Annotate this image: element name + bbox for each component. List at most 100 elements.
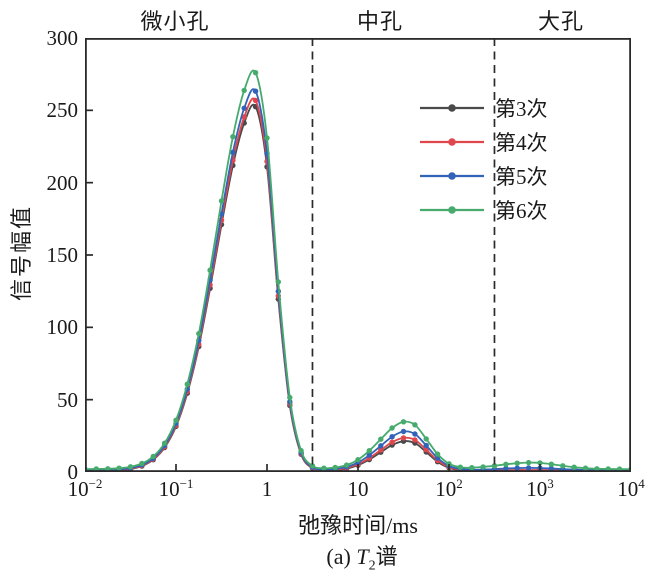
series-marker — [389, 439, 395, 445]
series-marker — [366, 452, 372, 458]
legend-label: 第3次 — [495, 97, 548, 121]
legend-label: 第4次 — [495, 131, 548, 155]
series-marker — [207, 267, 213, 273]
series-marker — [548, 461, 554, 467]
series-marker — [400, 435, 407, 441]
series-marker — [378, 443, 384, 449]
series-marker — [491, 463, 498, 469]
series-line-2 — [85, 88, 631, 472]
x-tick-label: 102 — [435, 476, 463, 501]
series-marker — [503, 465, 509, 472]
series-marker — [343, 462, 350, 468]
t2-spectrum-chart — [85, 38, 631, 472]
region-label-mesopore: 中孔 — [356, 9, 403, 34]
series-marker — [264, 135, 270, 141]
series-marker — [525, 465, 532, 471]
series-marker — [434, 451, 441, 457]
legend-line-marker-icon — [420, 206, 484, 214]
series-marker — [161, 440, 168, 446]
series-marker — [230, 134, 236, 140]
x-tick-label: 103 — [526, 476, 554, 501]
plot-area: 第3次 第4次 第5次 第6 — [85, 38, 631, 472]
series-marker — [116, 465, 122, 471]
plot-frame-border — [85, 38, 631, 472]
series-marker — [412, 422, 418, 428]
series-marker — [423, 447, 429, 453]
legend-line-marker-icon — [420, 138, 484, 146]
series-marker — [480, 464, 486, 470]
series-marker — [537, 460, 543, 466]
series-marker — [446, 461, 452, 467]
series-marker — [366, 448, 372, 454]
series-marker — [139, 460, 145, 467]
series-marker — [560, 463, 566, 469]
y-tick-label: 300 — [46, 26, 79, 50]
series-marker — [127, 464, 134, 470]
x-tick-label: 10 — [347, 477, 369, 501]
legend-label: 第6次 — [495, 199, 548, 223]
series-marker — [298, 447, 304, 454]
x-tick-label: 10−2 — [67, 476, 103, 501]
series-marker — [412, 437, 418, 443]
series-marker — [378, 436, 384, 442]
series-marker — [548, 465, 554, 472]
series-marker — [150, 453, 156, 460]
y-tick-label: 0 — [67, 460, 79, 484]
series-marker — [423, 436, 429, 442]
figure-caption: (a) T2谱 — [326, 544, 398, 573]
series-marker — [105, 466, 111, 472]
series-marker — [400, 419, 407, 425]
series-marker — [241, 87, 247, 94]
series-marker — [252, 88, 259, 94]
series-marker — [241, 114, 247, 120]
series-marker — [252, 97, 259, 104]
series-marker — [309, 463, 316, 469]
series-marker — [196, 330, 202, 337]
series-marker — [389, 425, 395, 431]
series-marker — [400, 428, 407, 435]
series-line-1 — [85, 97, 631, 472]
legend: 第3次 第4次 第5次 第6 — [419, 91, 548, 227]
series-marker — [514, 460, 520, 466]
legend-item: 第3次 — [419, 91, 548, 125]
legend-item: 第4次 — [419, 125, 548, 159]
y-tick-label: 250 — [46, 98, 79, 122]
series-marker — [571, 464, 577, 470]
series-marker — [218, 198, 225, 204]
series-marker — [173, 417, 179, 423]
series-marker — [275, 279, 281, 285]
series-marker — [355, 457, 361, 463]
legend-label: 第5次 — [495, 165, 548, 189]
y-tick-label: 50 — [57, 388, 78, 412]
series-line-3 — [85, 69, 631, 471]
series-marker — [503, 461, 509, 467]
legend-line-marker-icon — [420, 104, 484, 112]
series-marker — [594, 466, 600, 472]
legend-line-marker-icon — [420, 172, 484, 180]
region-label-macropore: 大孔 — [537, 9, 584, 34]
x-axis-title: 弛豫时间/ms — [298, 513, 418, 538]
x-tick-label: 104 — [617, 476, 645, 501]
series-marker — [252, 70, 259, 76]
x-tick-label: 1 — [261, 477, 273, 501]
y-tick-label: 100 — [46, 315, 79, 339]
series-marker — [230, 149, 236, 155]
series-marker — [423, 442, 429, 449]
legend-item: 第5次 — [419, 159, 548, 193]
series-marker — [389, 434, 395, 440]
series-marker — [378, 447, 384, 453]
region-label-micropore: 微小孔 — [140, 9, 210, 34]
series-marker — [184, 381, 190, 387]
series-marker — [457, 464, 463, 470]
y-tick-label: 150 — [46, 243, 79, 267]
y-tick-label: 200 — [46, 171, 79, 195]
x-tick-label: 10−1 — [158, 476, 194, 501]
series-marker — [412, 431, 418, 437]
series-marker — [332, 464, 338, 471]
series-marker — [287, 394, 293, 401]
series-line-0 — [85, 103, 631, 472]
series-marker — [321, 465, 327, 471]
series-marker — [514, 465, 520, 471]
series-marker — [525, 459, 532, 466]
